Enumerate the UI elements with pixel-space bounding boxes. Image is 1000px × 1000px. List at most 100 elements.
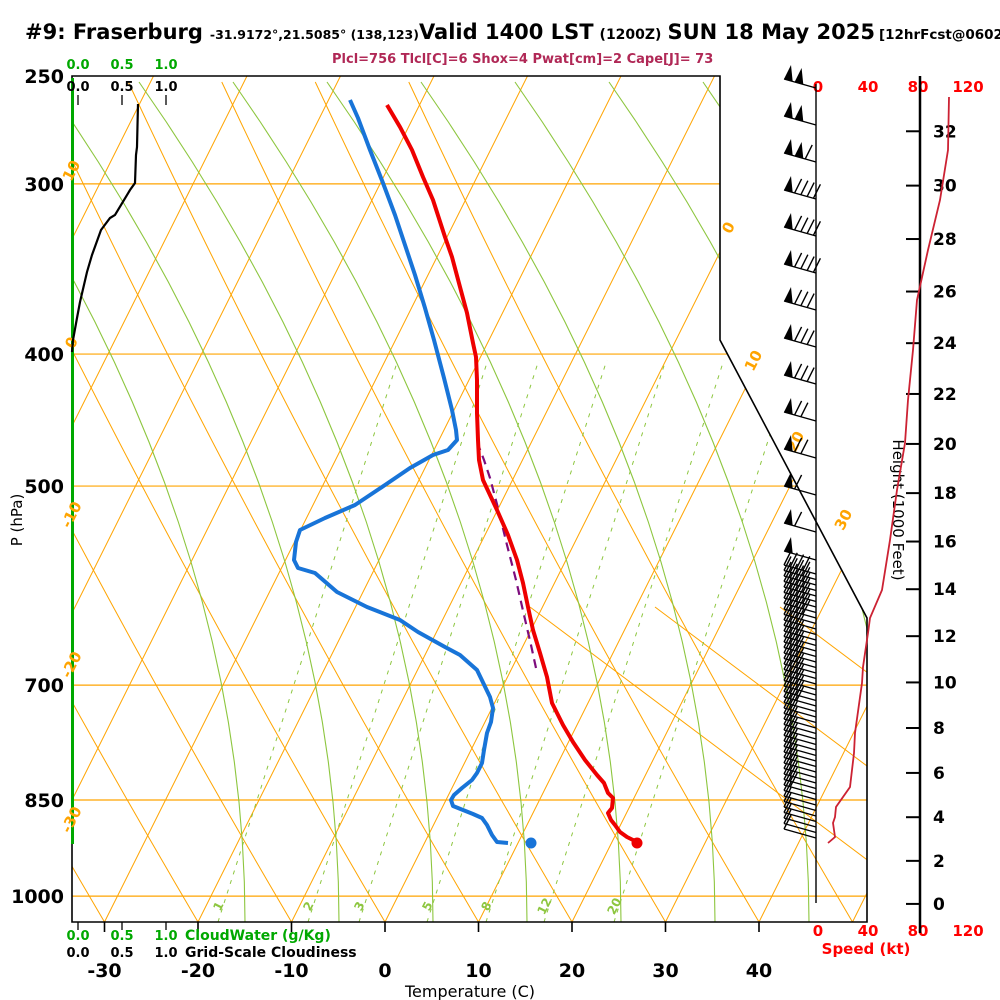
wind-barb-feather: [789, 744, 798, 760]
temperature-tick-label: -20: [181, 960, 215, 982]
wind-barb-feather: [802, 594, 811, 610]
height-tick-label: 14: [933, 580, 957, 600]
wind-barb: [783, 509, 817, 533]
moist-adiabat-line: [232, 81, 528, 922]
cloudiness-scale-bottom-label: 0.0: [66, 946, 89, 961]
temperature-tick-label: 40: [746, 960, 772, 982]
wind-barb-feather: [789, 662, 798, 678]
wind-barb: [783, 589, 817, 614]
valid-time: Valid 1400 LST: [418, 20, 594, 44]
wind-barb-feather: [783, 660, 792, 676]
wind-barb-feather: [793, 437, 803, 453]
parcel-curve: [477, 446, 538, 669]
wind-barb-shaft: [783, 374, 817, 385]
wind-barb: [783, 65, 817, 89]
wind-barb-feather: [789, 755, 798, 771]
wind-barb-feather: [789, 557, 798, 573]
speed-scale-bottom-label: 0: [813, 922, 823, 940]
dewpoint-curve: [292, 99, 509, 845]
moist-adiabat-line: [608, 81, 867, 922]
wind-barb-feather: [789, 711, 798, 727]
wind-barb-feather: [789, 700, 798, 716]
wind-barb-feather: [795, 609, 805, 624]
wind-barb: [783, 287, 817, 311]
mixing-ratio-label: 12: [534, 896, 554, 917]
speed-scale-bottom-label: 80: [908, 922, 929, 940]
wind-barb-feather: [806, 367, 815, 382]
wind-barb-feather: [789, 684, 798, 700]
wind-barb-feather: [783, 638, 792, 654]
wind-barb: [783, 102, 817, 126]
wind-barb-feather: [783, 561, 792, 577]
wind-barb-shaft: [783, 822, 817, 834]
wind-barb-feather: [783, 715, 792, 731]
wind-barb-feather: [795, 653, 805, 668]
wind-barb-feather: [795, 686, 805, 701]
temperature-tick-label: -30: [87, 960, 121, 982]
wind-barb-feather: [795, 642, 805, 657]
cloudwater-scale-top-label: 1.0: [154, 58, 177, 73]
wind-barb-feather: [783, 814, 792, 830]
wind-barb: [783, 398, 817, 422]
temperature-tick-label: -10: [274, 960, 308, 982]
wind-barb-feather: [795, 570, 805, 586]
cloudwater-scale-bottom-label: 1.0: [154, 929, 177, 944]
wind-barb-feather: [804, 144, 813, 160]
moist-adiabat-line: [514, 81, 810, 922]
isotherm-line: [291, 76, 715, 922]
isotherm-line: [384, 76, 809, 922]
wind-barb-feather: [783, 737, 792, 753]
isotherm-label: 0: [718, 219, 739, 236]
wind-barb-feather: [795, 614, 805, 630]
height-tick-label: 30: [933, 177, 957, 197]
wind-barb: [783, 361, 817, 385]
wind-barb-feather: [783, 704, 792, 720]
wind-barb-feather: [783, 699, 792, 714]
grid-layer: [72, 76, 867, 922]
wind-barb-feather: [795, 554, 805, 569]
wind-barb-feather: [783, 682, 792, 698]
wind-barb-feather: [783, 671, 792, 687]
wind-barb-feather: [789, 706, 798, 722]
dry-adiabat-line: [72, 81, 479, 922]
wind-barb-feather: [800, 291, 809, 307]
wind-barb-feather: [793, 400, 803, 416]
wind-barb-feather: [800, 402, 809, 418]
cloudwater-scale-top-label: 0.5: [110, 58, 133, 73]
cloudwater-legend-label: CloudWater (g/Kg): [185, 928, 331, 944]
wind-barb-feather: [795, 658, 805, 674]
wind-barb-feather: [783, 721, 792, 736]
speed-scale-top-label: 80: [908, 78, 929, 96]
wind-barb-feather: [806, 219, 815, 234]
wind-barb-feather: [793, 363, 803, 379]
wind-barb-feather: [789, 766, 798, 782]
wind-barb-feather: [795, 680, 805, 696]
dry-adiabat-line: [127, 81, 573, 922]
temperature-tick-label: 0: [378, 960, 391, 982]
height-tick-label: 12: [933, 627, 957, 647]
wind-barb-pennant: [784, 250, 793, 267]
wind-barb: [783, 814, 817, 839]
wind-barb-feather: [783, 583, 792, 599]
wind-barb-pennant: [784, 102, 793, 119]
forecast-tag: [12hrFcst@0602z]: [878, 27, 1000, 43]
wind-barb-feather: [789, 585, 798, 601]
wind-barb-feather: [783, 781, 792, 797]
wind-barb-feather: [795, 664, 805, 679]
wind-barb-feather: [783, 770, 792, 786]
wind-barb-feather: [795, 587, 805, 602]
height-tick-label: 28: [933, 230, 957, 250]
wind-barb-feather: [802, 577, 811, 593]
warm-adiabat-line: [529, 606, 867, 922]
mixing-ratio-line: [217, 359, 399, 922]
height-tick-label: 18: [933, 484, 957, 504]
moist-adiabat-line: [72, 81, 246, 922]
wind-barb-feather: [783, 776, 792, 791]
wind-barb-feather: [789, 678, 798, 694]
wind-barb-feather: [783, 649, 792, 665]
wind-barb-feather: [789, 667, 798, 683]
wind-barb-feather: [783, 743, 792, 758]
wind-barb-feather: [800, 439, 809, 455]
wind-barb-feather: [812, 183, 822, 199]
wind-barb-feather: [789, 563, 798, 579]
